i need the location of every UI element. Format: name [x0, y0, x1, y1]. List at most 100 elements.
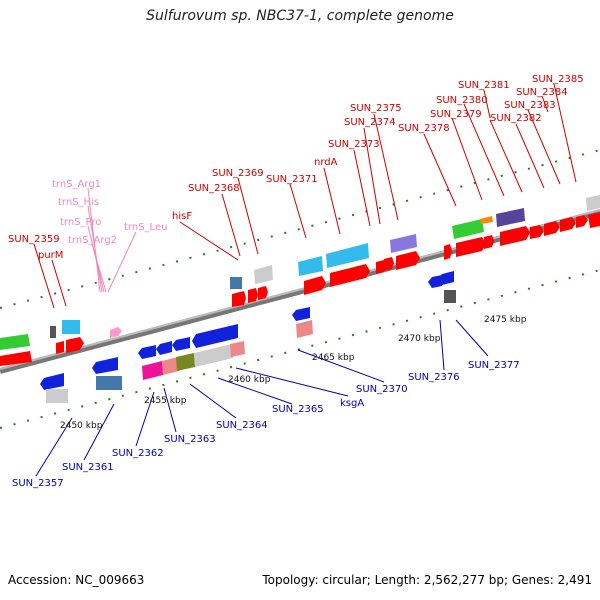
forward-gene[interactable]: [0, 334, 30, 350]
forward-leader-lines: [33, 83, 577, 309]
gene-label[interactable]: SUN_2357: [12, 478, 64, 489]
reverse-gene[interactable]: [194, 344, 233, 367]
forward-gene[interactable]: [530, 225, 544, 239]
forward-gene[interactable]: [66, 337, 84, 353]
forward-gene[interactable]: [456, 237, 486, 257]
forward-gene[interactable]: [500, 226, 530, 246]
gene-label[interactable]: SUN_2378: [398, 123, 450, 134]
forward-gene[interactable]: [298, 256, 323, 276]
forward-gene[interactable]: [576, 215, 588, 228]
reverse-gene[interactable]: [444, 290, 456, 303]
forward-gene[interactable]: [50, 326, 56, 338]
leader-line: [463, 103, 505, 197]
gene-label[interactable]: SUN_2376: [408, 372, 460, 383]
forward-gene[interactable]: [232, 291, 246, 307]
forward-gene[interactable]: [396, 251, 420, 270]
leader-line: [235, 367, 349, 397]
gene-label[interactable]: SUN_2377: [468, 360, 520, 371]
forward-gene[interactable]: [480, 216, 493, 224]
rna-gene-label[interactable]: trnS_Arg2: [68, 235, 117, 246]
gene-label[interactable]: hisF: [172, 211, 192, 222]
reverse-gene[interactable]: [156, 341, 172, 355]
gene-label[interactable]: SUN_2381: [458, 80, 510, 91]
scale-label[interactable]: 2475 kbp: [484, 315, 527, 325]
scale-label[interactable]: 2470 kbp: [398, 334, 441, 344]
scale-label[interactable]: 2460 kbp: [228, 375, 271, 385]
gene-label[interactable]: SUN_2384: [516, 87, 568, 98]
gene-label[interactable]: SUN_2371: [266, 174, 318, 185]
forward-gene[interactable]: [326, 243, 369, 268]
gene-label[interactable]: SUN_2362: [112, 448, 164, 459]
forward-gene[interactable]: [254, 265, 273, 284]
reverse-gene[interactable]: [46, 389, 68, 403]
gene-label[interactable]: SUN_2363: [164, 434, 216, 445]
leader-line: [423, 133, 457, 207]
rna-gene-label[interactable]: trnS_His: [58, 197, 99, 208]
gene-label[interactable]: SUN_2375: [350, 103, 402, 114]
forward-gene[interactable]: [484, 235, 494, 249]
gene-label[interactable]: SUN_2373: [328, 139, 380, 150]
forward-gene[interactable]: [376, 260, 386, 274]
gene-label[interactable]: SUN_2365: [272, 404, 324, 415]
reverse-gene[interactable]: [176, 353, 195, 371]
gene-label[interactable]: SUN_2385: [532, 74, 584, 85]
forward-gene[interactable]: [390, 234, 417, 253]
forward-gene[interactable]: [544, 221, 560, 236]
page-title: Sulfurovum sp. NBC37-1, complete genome: [146, 8, 454, 24]
reverse-gene[interactable]: [292, 307, 310, 321]
gene-label[interactable]: nrdA: [314, 157, 338, 168]
leader-line: [455, 319, 489, 357]
forward-gene[interactable]: [330, 264, 370, 287]
scale-label[interactable]: 2465 kbp: [312, 353, 355, 363]
reverse-gene[interactable]: [438, 271, 454, 285]
reverse-gene[interactable]: [428, 275, 442, 288]
reverse-gene[interactable]: [96, 376, 122, 390]
rna-gene-label[interactable]: trnS_Pro: [60, 217, 101, 228]
forward-gene[interactable]: [304, 276, 326, 295]
gene-label[interactable]: SUN_2374: [344, 117, 396, 128]
gene-label[interactable]: SUN_2369: [212, 168, 264, 179]
rna-gene-label[interactable]: trnS_Leu: [124, 222, 167, 233]
gene-label[interactable]: SUN_2379: [430, 109, 482, 120]
forward-gene[interactable]: [230, 277, 242, 289]
gene-label[interactable]: ksgA: [340, 398, 364, 409]
gene-label[interactable]: SUN_2382: [490, 113, 542, 124]
forward-gene[interactable]: [560, 217, 576, 232]
reverse-gene[interactable]: [162, 357, 179, 375]
forward-gene[interactable]: [444, 244, 452, 260]
reverse-gene[interactable]: [172, 337, 190, 351]
forward-gene[interactable]: [62, 320, 80, 334]
rna-gene[interactable]: [110, 327, 122, 338]
forward-gene[interactable]: [258, 286, 268, 300]
gene-label[interactable]: purM: [38, 250, 63, 261]
scale-label[interactable]: 2450 kbp: [60, 421, 103, 431]
reverse-gene[interactable]: [92, 357, 118, 374]
forward-gene[interactable]: [0, 351, 32, 366]
forward-gene[interactable]: [384, 257, 394, 271]
forward-gene[interactable]: [248, 288, 258, 303]
reverse-gene[interactable]: [296, 320, 313, 338]
reverse-gene[interactable]: [40, 373, 64, 390]
forward-gene[interactable]: [586, 195, 600, 211]
forward-gene[interactable]: [496, 208, 525, 227]
rna-gene-label[interactable]: trnS_Arg1: [52, 179, 101, 190]
reverse-gene[interactable]: [192, 324, 238, 348]
forward-gene[interactable]: [56, 341, 64, 354]
leader-line: [489, 119, 523, 193]
leader-line: [221, 193, 241, 257]
gene-label[interactable]: SUN_2368: [188, 183, 240, 194]
gene-label[interactable]: SUN_2380: [436, 95, 488, 106]
scale-label[interactable]: 2455 kbp: [144, 396, 187, 406]
gene-label[interactable]: SUN_2383: [504, 100, 556, 111]
gene-label[interactable]: SUN_2364: [216, 420, 268, 431]
leader-line: [189, 383, 237, 419]
reverse-genes: [40, 271, 456, 403]
gene-label[interactable]: SUN_2361: [62, 462, 114, 473]
forward-gene[interactable]: [452, 219, 484, 239]
gene-label[interactable]: SUN_2370: [356, 384, 408, 395]
reverse-gene[interactable]: [142, 361, 163, 380]
forward-gene[interactable]: [588, 212, 600, 228]
reverse-gene[interactable]: [138, 345, 156, 359]
gene-label[interactable]: SUN_2359: [8, 234, 60, 245]
reverse-gene[interactable]: [230, 341, 245, 357]
